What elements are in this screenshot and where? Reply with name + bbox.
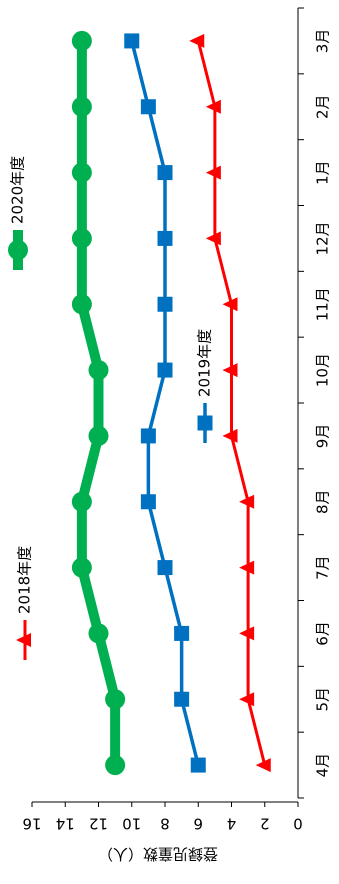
data-point — [71, 228, 92, 249]
data-point — [16, 633, 31, 647]
category-tick-label: 1月 — [314, 160, 332, 185]
data-point — [197, 415, 213, 431]
legend-item-1: 2018年度 — [16, 546, 34, 660]
data-point — [105, 689, 126, 710]
value-tick-label: 12 — [89, 815, 108, 833]
value-tick-label: 4 — [227, 815, 237, 833]
data-point — [88, 425, 109, 446]
category-tick-label: 9月 — [314, 424, 332, 449]
data-point — [255, 758, 271, 773]
data-point — [140, 99, 156, 115]
data-point — [239, 626, 255, 641]
data-point — [71, 30, 92, 51]
data-point — [71, 294, 92, 315]
series-1 — [189, 33, 271, 773]
value-tick-label: 8 — [160, 815, 170, 833]
data-point — [222, 363, 238, 378]
series-2 — [124, 33, 206, 773]
series-line — [196, 39, 267, 767]
category-tick-label: 2月 — [314, 94, 332, 119]
category-tick-label: 8月 — [314, 489, 332, 514]
data-point — [190, 757, 206, 773]
data-point — [205, 99, 221, 114]
legend-label: 2019年度 — [196, 329, 214, 397]
data-point — [71, 96, 92, 117]
data-point — [157, 362, 173, 378]
category-tick-label: 10月 — [314, 353, 332, 387]
data-point — [157, 165, 173, 181]
data-point — [88, 360, 109, 381]
series-line — [76, 35, 121, 771]
legend-item-2: 2019年度 — [196, 329, 214, 443]
category-tick-label: 3月 — [314, 29, 332, 54]
series-line — [130, 39, 200, 767]
data-point — [222, 428, 238, 443]
data-point — [88, 623, 109, 644]
category-tick-label: 7月 — [314, 555, 332, 580]
value-tick-label: 10 — [122, 815, 141, 833]
data-point — [222, 297, 238, 312]
category-tick-label: 12月 — [314, 221, 332, 255]
data-point — [105, 755, 126, 776]
series-layer — [71, 30, 271, 776]
data-point — [140, 494, 156, 510]
data-point — [239, 494, 255, 509]
legend: 2018年度 2019年度 2020年度 — [8, 156, 214, 660]
value-tick-label: 14 — [56, 815, 75, 833]
axis-layer: 4月 5月 6月 7月 8月 9月 10月 11月 12月 1月 2月 3月 0 2 4 6 8 10 12 14 16 — [22, 7, 332, 833]
legend-item-3: 2020年度 — [8, 156, 28, 270]
data-point — [8, 240, 28, 260]
series-3 — [71, 30, 126, 776]
data-point — [189, 33, 205, 48]
data-point — [205, 165, 221, 180]
legend-label: 2018年度 — [16, 546, 34, 614]
legend-label: 2020年度 — [9, 156, 27, 224]
category-tick-label: 4月 — [314, 753, 332, 778]
data-point — [205, 231, 221, 246]
data-point — [140, 428, 156, 444]
data-point — [124, 33, 140, 49]
data-point — [239, 560, 255, 575]
category-tick-label: 6月 — [314, 621, 332, 646]
data-point — [71, 491, 92, 512]
data-point — [174, 625, 190, 641]
data-point — [157, 296, 173, 312]
y-axis-title: 登録児童数（人） — [98, 845, 218, 863]
category-tick-label: 11月 — [314, 287, 332, 321]
data-point — [71, 557, 92, 578]
data-point — [157, 230, 173, 246]
value-tick-label: 6 — [193, 815, 203, 833]
category-tick-label: 5月 — [314, 687, 332, 712]
data-point — [174, 691, 190, 707]
value-tick-label: 2 — [260, 815, 270, 833]
value-tick-label: 16 — [22, 815, 41, 833]
data-point — [157, 560, 173, 576]
data-point — [71, 162, 92, 183]
value-tick-label: 0 — [293, 815, 303, 833]
data-point — [239, 692, 255, 707]
